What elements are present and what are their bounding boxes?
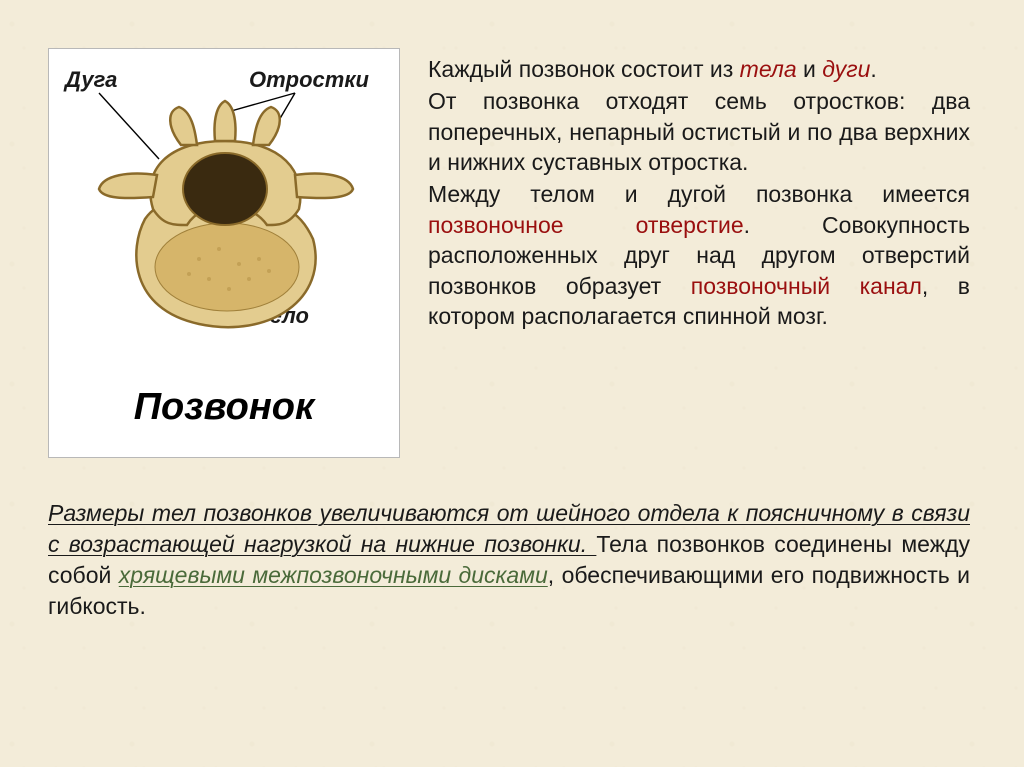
hl-arc: дуги <box>822 56 870 82</box>
slide-content: Дуга Отростки Тело <box>0 0 1024 767</box>
top-row: Дуга Отростки Тело <box>48 48 970 458</box>
bottom-text: Размеры тел позвонков увеличиваются от ш… <box>48 498 970 622</box>
hl-body: тела <box>740 56 797 82</box>
para-2: От позвонка отходят семь отростков: два … <box>428 86 970 177</box>
para-1: Каждый позвонок состоит из тела и дуги. <box>428 54 970 84</box>
t: Между телом и дугой позвонка имеется <box>428 181 970 207</box>
t: . <box>870 56 876 82</box>
para-3: Между телом и дугой позвонка имеется поз… <box>428 179 970 331</box>
bottom-para: Размеры тел позвонков увеличиваются от ш… <box>48 498 970 622</box>
hl-foramen: позвоночное отверстие <box>428 212 744 238</box>
hl-canal: позвоночный канал <box>691 273 922 299</box>
hl-discs: хрящевыми межпозвоночными дисками <box>119 562 548 588</box>
vertebra-svg <box>49 49 401 339</box>
t: Каждый позвонок состоит из <box>428 56 740 82</box>
main-text: Каждый позвонок состоит из тела и дуги. … <box>428 48 970 458</box>
t: и <box>797 56 823 82</box>
diagram-title: Позвонок <box>49 386 399 429</box>
vertebra-diagram: Дуга Отростки Тело <box>48 48 400 458</box>
